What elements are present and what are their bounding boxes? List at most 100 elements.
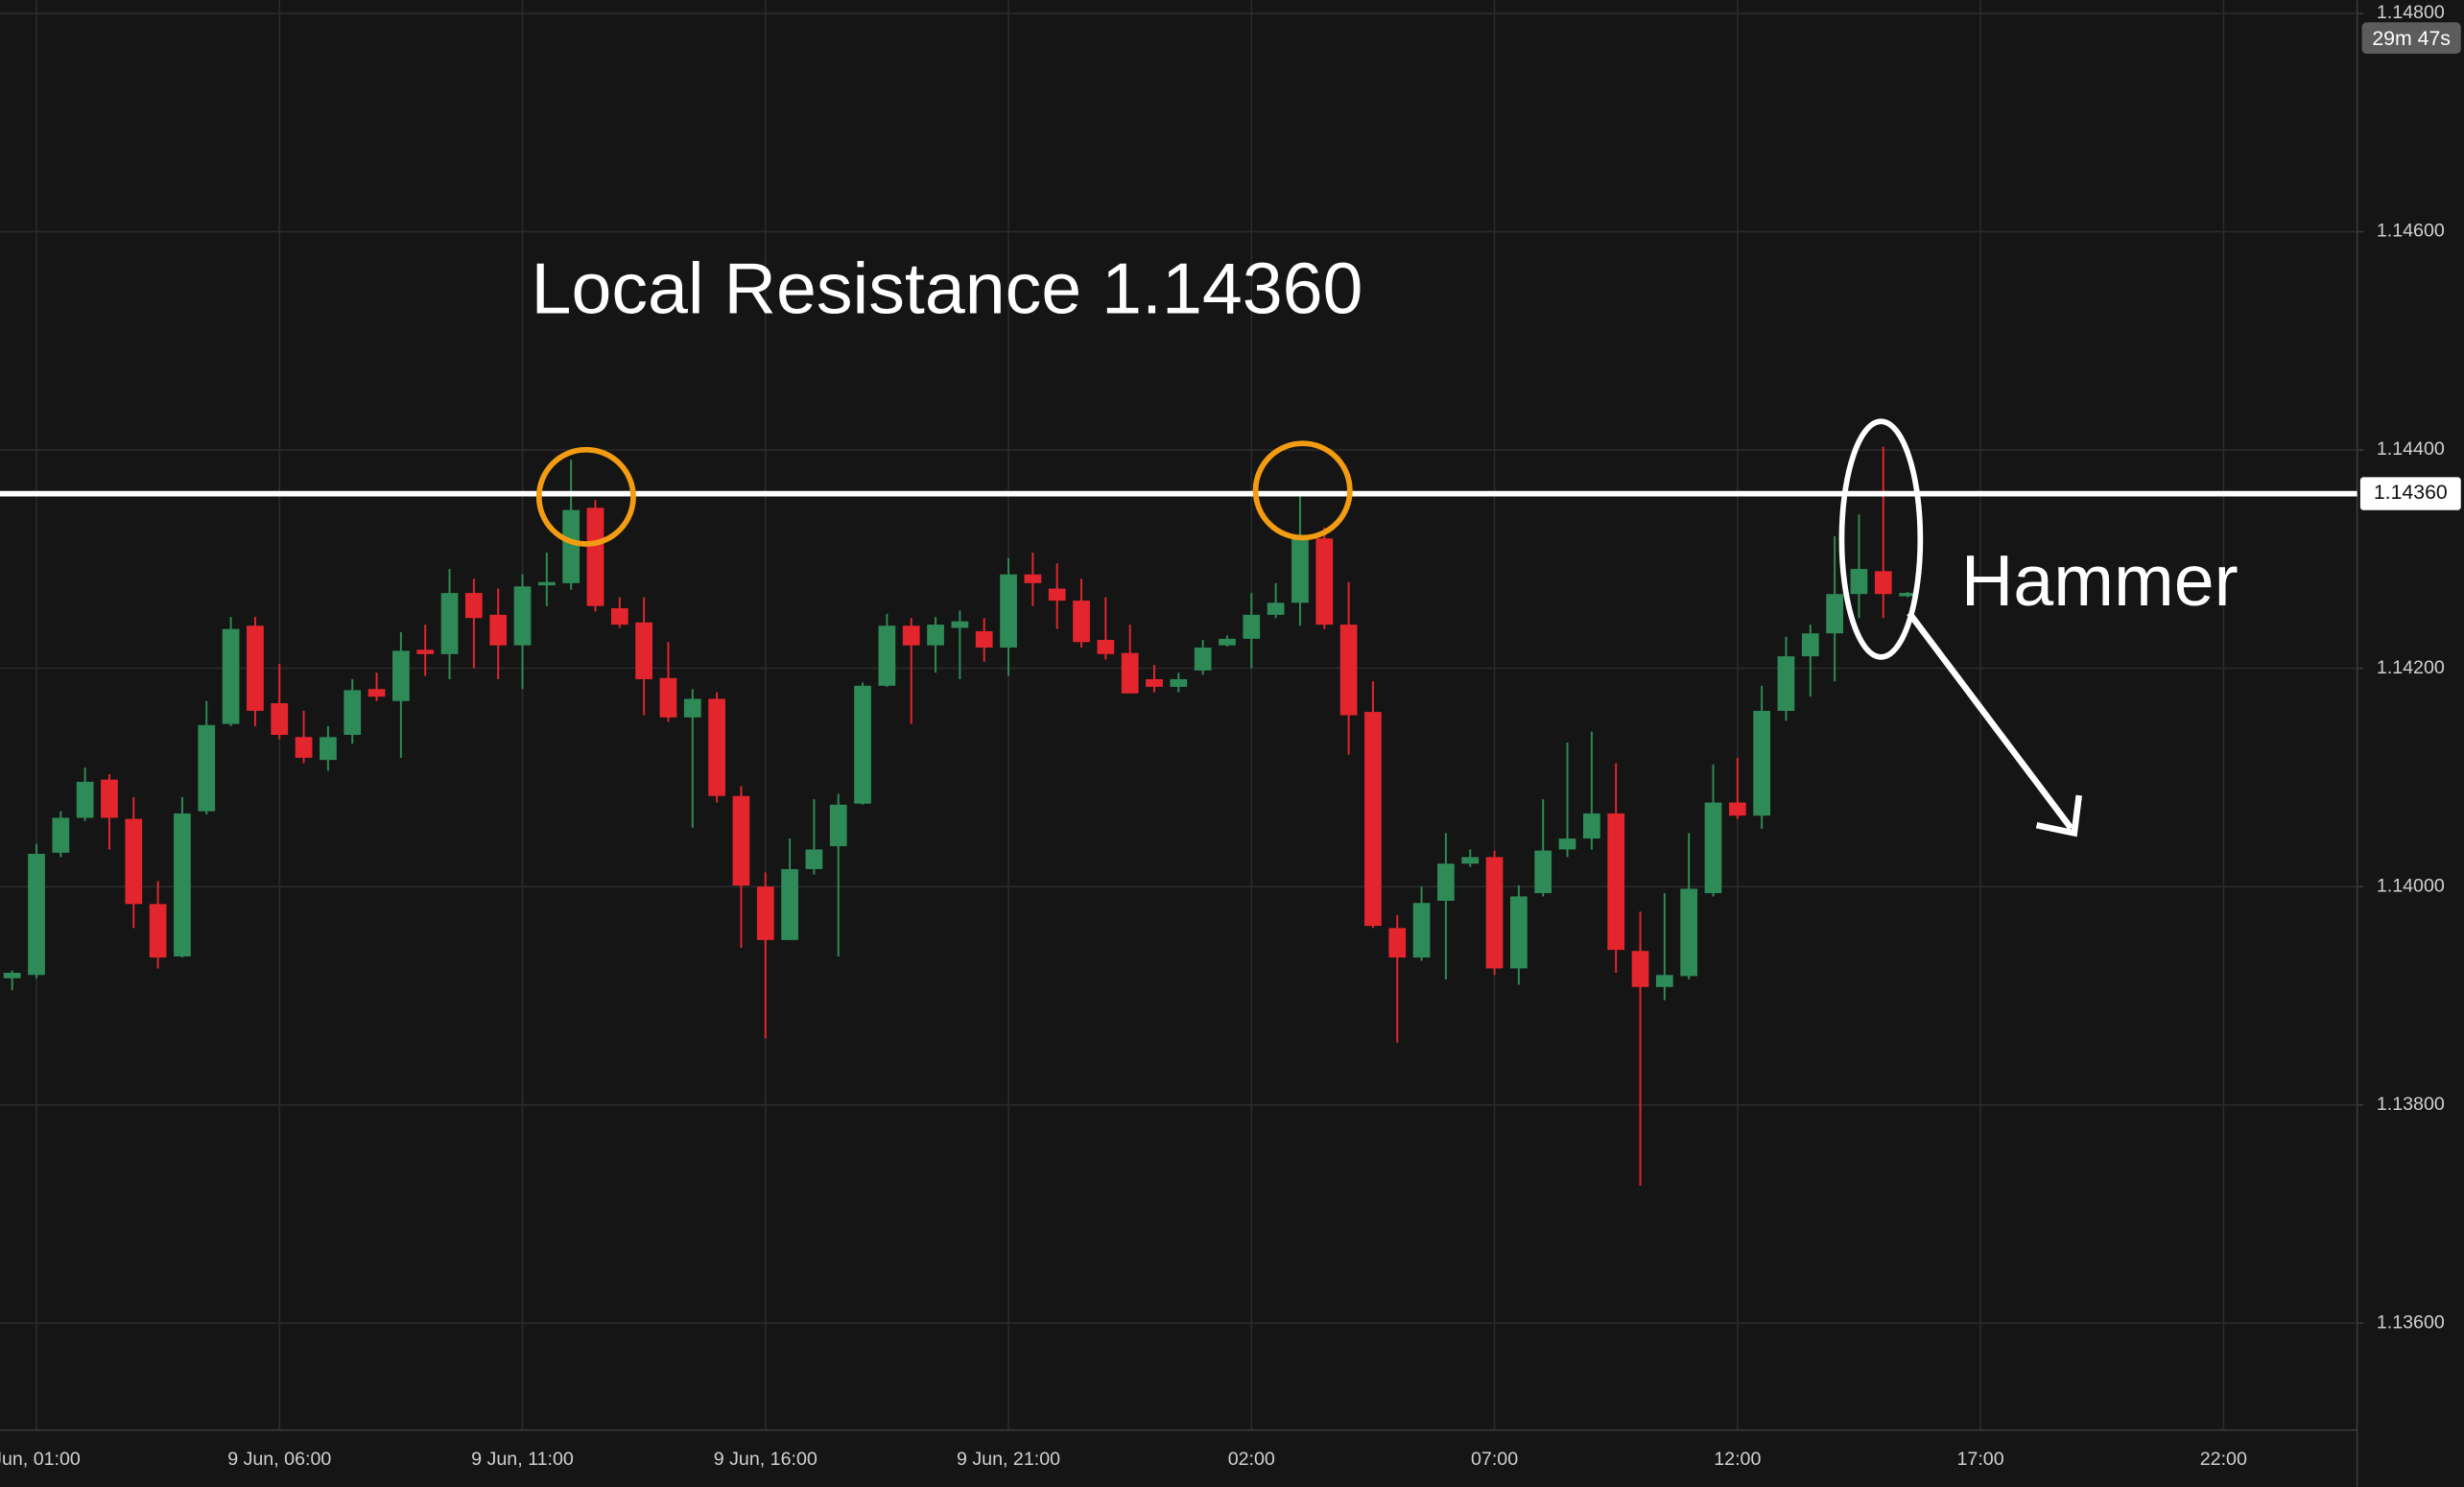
y-tick-label: 1.13800 xyxy=(2377,1094,2445,1115)
x-tick-label: 22:00 xyxy=(2200,1449,2247,1470)
candle-body xyxy=(320,737,337,761)
candle-body xyxy=(1412,903,1431,958)
candle-body xyxy=(854,685,871,804)
candle-body xyxy=(1000,574,1017,648)
candle-body xyxy=(416,649,435,654)
y-tick-label: 1.14000 xyxy=(2377,875,2445,896)
candle-body xyxy=(1073,601,1090,643)
candle-body xyxy=(440,593,459,654)
candle-body xyxy=(1388,928,1407,958)
candle-body xyxy=(732,795,750,885)
y-tick-label: 1.14200 xyxy=(2377,657,2445,678)
y-tick-label: 1.13600 xyxy=(2377,1311,2445,1333)
candle-body xyxy=(1024,574,1042,583)
highlight-circle xyxy=(535,446,636,547)
candle-body xyxy=(1048,588,1066,602)
candle-body xyxy=(1219,638,1236,646)
candle-body xyxy=(1437,863,1455,901)
candle-body xyxy=(1364,712,1382,927)
x-tick-label: 9 Jun, 16:00 xyxy=(714,1449,817,1470)
arrow-head xyxy=(2035,794,2083,838)
candle-body xyxy=(1728,802,1746,816)
candle-body xyxy=(1801,633,1819,657)
candle-body xyxy=(1558,838,1576,850)
candle-body xyxy=(125,818,143,905)
candle-body xyxy=(52,817,70,853)
candle-body xyxy=(878,625,896,686)
candle-body xyxy=(198,724,216,812)
candle-body xyxy=(586,507,604,606)
candle-body xyxy=(247,625,264,711)
candle-body xyxy=(1582,813,1600,839)
y-tick-label: 1.14400 xyxy=(2377,438,2445,460)
x-tick-label: 9 Jun, 21:00 xyxy=(957,1449,1060,1470)
x-tick-label: 17:00 xyxy=(1956,1449,2003,1470)
candle-body xyxy=(1485,857,1504,969)
candle-body xyxy=(829,804,847,847)
candle-body xyxy=(367,689,386,697)
annotation: Hammer xyxy=(1961,540,2239,621)
candle-body xyxy=(271,703,289,735)
candle-body xyxy=(174,813,191,956)
candle-body xyxy=(149,904,167,958)
candle-body xyxy=(392,650,410,701)
candle-body xyxy=(1777,656,1795,711)
candle-body xyxy=(781,868,798,940)
candle-body xyxy=(101,779,118,818)
candle-body xyxy=(3,973,21,979)
candle-body xyxy=(610,608,628,625)
candle-body xyxy=(1315,538,1334,625)
candle-body xyxy=(1826,594,1843,634)
candle-body xyxy=(683,698,701,718)
candle-body xyxy=(1753,710,1771,816)
candle-body xyxy=(1170,678,1188,687)
candle-body xyxy=(1510,896,1528,969)
candle-body xyxy=(464,593,483,619)
arrow-shaft xyxy=(1907,611,2074,831)
grid xyxy=(0,0,2357,1430)
candle-body xyxy=(513,586,532,646)
candle-body xyxy=(28,854,45,976)
annotation: Local Resistance 1.14360 xyxy=(532,248,1363,329)
candles xyxy=(3,446,1916,1186)
candle-body xyxy=(222,628,240,724)
candle-body xyxy=(344,690,362,735)
candle-body xyxy=(537,581,556,586)
price-label: 1.14360 xyxy=(2374,481,2448,504)
candle-body xyxy=(708,698,725,796)
x-tick-label: 07:00 xyxy=(1471,1449,1518,1470)
candle-body xyxy=(1121,652,1139,694)
candle-body xyxy=(659,677,677,718)
countdown: 29m 47s xyxy=(2372,27,2451,50)
candle-body xyxy=(295,737,313,758)
candle-body xyxy=(1267,602,1285,615)
y-tick-label: 1.14800 xyxy=(2377,2,2445,23)
x-tick-label: 9 Jun, 06:00 xyxy=(227,1449,331,1470)
price-label-box xyxy=(2359,477,2461,510)
candle-body xyxy=(1607,813,1625,951)
candle-body xyxy=(1146,678,1163,687)
candle-body xyxy=(1534,850,1552,893)
x-tick-label: 12:00 xyxy=(1714,1449,1761,1470)
candle-body xyxy=(1097,640,1115,654)
candle-body xyxy=(927,625,944,646)
countdown-box xyxy=(2361,22,2461,55)
x-tick-label: Jun, 01:00 xyxy=(0,1449,81,1470)
x-tick-label: 02:00 xyxy=(1228,1449,1275,1470)
candle-body xyxy=(805,849,823,869)
candle-body xyxy=(562,509,580,583)
highlight-ellipse xyxy=(1838,418,1924,660)
candle-body xyxy=(1874,571,1892,595)
candle-body xyxy=(1339,625,1358,716)
candle-body xyxy=(1243,614,1261,639)
candle-body xyxy=(635,622,653,679)
candle-body xyxy=(1291,535,1309,603)
candle-body xyxy=(1461,857,1480,864)
candle-body xyxy=(76,781,94,818)
candle-body xyxy=(1704,802,1722,893)
candle-body xyxy=(1631,951,1649,987)
